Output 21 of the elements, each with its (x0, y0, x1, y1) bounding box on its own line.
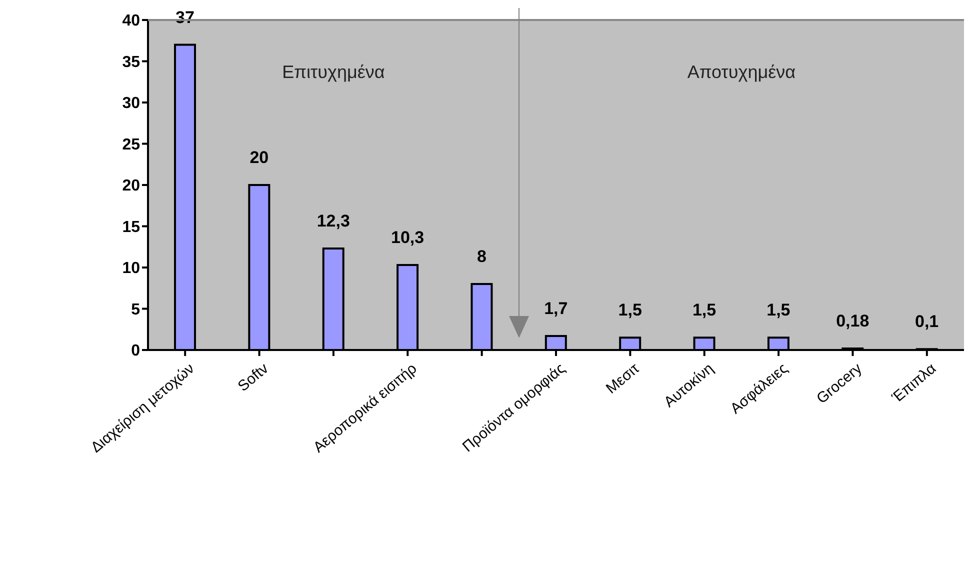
y-tick-label: 0 (131, 342, 140, 360)
y-tick-label: 5 (131, 301, 140, 318)
data-label: 20 (250, 148, 269, 167)
data-label: 1,5 (618, 300, 642, 320)
y-tick-label: 25 (122, 136, 140, 154)
annotation: Αποτυχημένα (686, 62, 797, 83)
data-label: 12,3 (316, 212, 350, 231)
y-tick-label: 40 (122, 12, 140, 30)
y-tick-label: 15 (122, 218, 140, 236)
y-tick-label: 30 (122, 95, 140, 112)
data-label: 10,3 (391, 228, 424, 248)
y-tick-label: 10 (122, 260, 140, 278)
y-tick-label: 20 (122, 178, 140, 195)
data-label: 0,18 (836, 312, 870, 331)
data-label: 1,5 (692, 300, 716, 320)
data-label: 8 (476, 247, 486, 266)
data-label: 1,7 (544, 298, 568, 318)
data-label: 1,5 (766, 300, 790, 320)
y-tick-label: 35 (122, 54, 140, 71)
data-label: 0,1 (915, 312, 939, 332)
annotation: Επιτυχημένα (281, 62, 386, 83)
